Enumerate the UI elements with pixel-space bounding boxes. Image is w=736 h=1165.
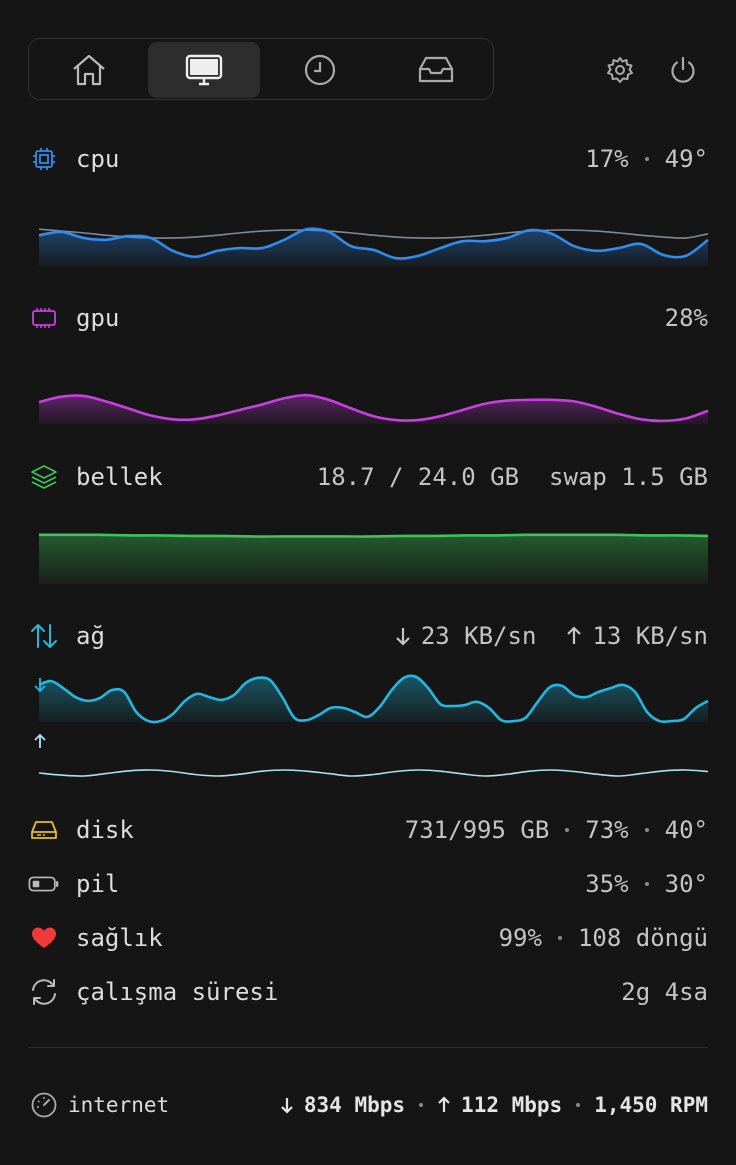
refresh-icon [32,979,56,1005]
cpu-label: cpu [76,145,120,173]
internet-download: 834 Mbps [303,1093,406,1117]
line [38,227,709,260]
clock-icon [304,54,336,86]
gpu-icon [32,308,56,328]
memory-chart [38,533,709,584]
footer-row: internet 834 Mbps 112 Mbps 1,450 RPM [28,1089,708,1121]
memory-row: bellek 18.7 / 24.0 GB swap 1.5 GB [28,461,708,493]
gpu-label: gpu [76,304,120,332]
disk-icon [31,821,57,839]
memory-swap: swap 1.5 GB [549,463,708,491]
tab-history[interactable] [264,42,376,98]
battery-icon [28,876,59,892]
battery-label: pil [76,870,120,898]
uptime-value: 2g 4sa [621,978,708,1006]
cpu-temperature: 49° [664,145,708,173]
download-chart [38,674,709,724]
network-row: ağ 23 KB/sn 13 KB/sn [28,620,708,652]
inbox-icon [418,56,454,83]
network-download: 23 KB/sn [420,622,537,650]
line [38,533,709,538]
cpu-row: cpu 17% 49° [28,143,708,175]
gear-icon [607,57,633,83]
disk-label: disk [76,816,134,844]
line [38,393,709,423]
disk-row: disk 731/995 GB 73% 40° [28,814,708,846]
layers-icon [31,465,57,489]
cpu-chart [38,227,709,266]
gpu-usage: 28% [664,304,708,332]
cpu-icon [33,148,55,170]
power-button[interactable] [667,54,699,86]
tab-home[interactable] [33,42,145,98]
internet-upload: 112 Mbps [461,1093,563,1117]
settings-button[interactable] [604,54,636,86]
gpu-row: gpu 28% [28,302,708,334]
cpu-usage: 17% [585,145,629,173]
down-arrow [281,1098,293,1114]
disk-temperature: 40° [664,816,708,844]
area [39,534,708,584]
health-cycles: 108 döngü [577,924,708,952]
tab-monitor[interactable] [148,42,260,98]
line [38,769,709,777]
gauge-icon [31,1092,57,1118]
down-arrow [396,628,410,646]
power-icon [671,56,695,83]
area [39,395,708,424]
disk-percent: 73% [585,816,629,844]
memory-used: 18.7 / 24.0 GB [316,463,520,491]
disk-used: 731/995 GB [404,816,550,844]
upload-chart [38,769,709,777]
health-label: sağlık [76,924,163,952]
line [38,674,709,724]
uptime-label: çalışma süresi [76,978,279,1006]
home-icon [73,54,105,86]
memory-label: bellek [76,463,163,491]
health-percent: 99% [498,924,542,952]
battery-percent: 35% [585,870,629,898]
network-upload: 13 KB/sn [592,622,708,650]
footer-label: internet [68,1093,170,1117]
area [39,228,708,266]
heart-icon [32,927,56,948]
area [39,675,708,723]
divider [28,1047,708,1048]
battery-row: pil 35% 30° [28,868,708,900]
tab-bar [28,38,494,100]
health-row: sağlık 99% 108 döngü [28,922,708,954]
uptime-row: çalışma süresi 2g 4sa [28,976,708,1008]
tab-inbox[interactable] [380,42,492,98]
up-arrow [567,626,582,644]
upload-marker [34,733,46,748]
battery-temperature: 30° [664,870,708,898]
network-icon [31,624,57,648]
gpu-chart [38,393,709,424]
network-label: ağ [76,622,105,650]
monitor-icon [185,54,223,86]
up-arrow [438,1096,450,1112]
download-marker [34,678,46,693]
fan-speed: 1,450 RPM [594,1093,708,1117]
